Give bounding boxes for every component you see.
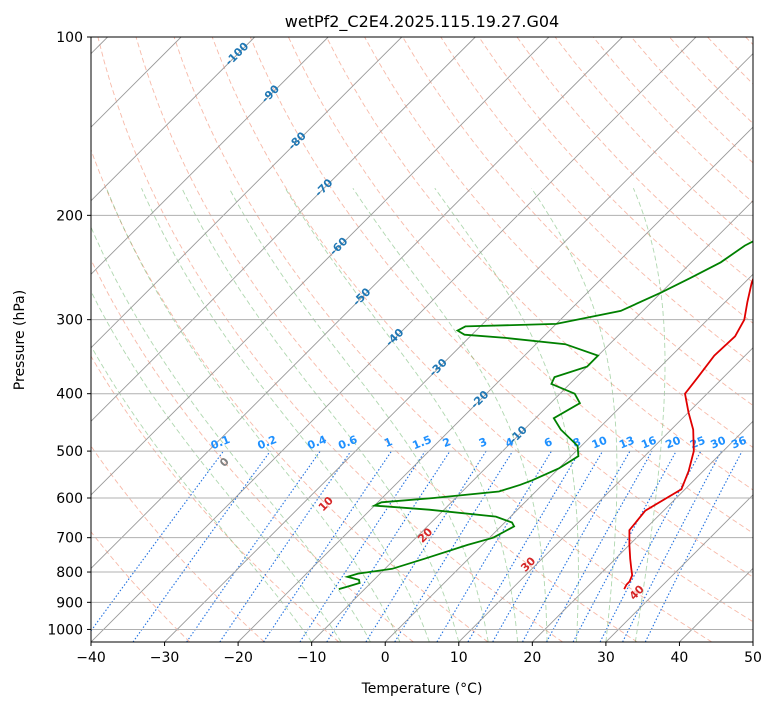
- isotherm-line: [91, 37, 476, 422]
- mixing-ratio-line: [365, 450, 487, 642]
- y-tick-label: 200: [56, 208, 83, 224]
- chart-title: wetPf2_C2E4.2025.115.19.27.G04: [285, 12, 559, 32]
- y-tick-label: 300: [56, 313, 83, 329]
- x-tick-label: −30: [150, 650, 180, 666]
- y-tick-label: 700: [56, 531, 83, 547]
- mixing-ratio-line: [546, 450, 653, 642]
- isotherm-line: [91, 37, 256, 202]
- x-tick-label: 50: [744, 650, 762, 666]
- isotherm-line: [164, 52, 753, 642]
- mixing-ratio-line: [326, 450, 451, 642]
- x-tick-label: 30: [597, 650, 615, 666]
- y-tick-label: 600: [56, 491, 83, 507]
- isotherm-line: [458, 347, 753, 642]
- isotherm-line: [91, 37, 697, 642]
- x-tick-label: −20: [223, 650, 253, 666]
- x-tick-label: 20: [523, 650, 541, 666]
- mixing-ratio-line: [186, 450, 321, 642]
- isotherm-line: [91, 37, 550, 496]
- isotherm-line: [237, 126, 753, 642]
- moist-adiabat-line: [105, 188, 401, 642]
- mixing-ratio-label: 3: [477, 435, 489, 450]
- moist-adiabat-line: [531, 187, 618, 642]
- mixing-ratio-label: 36: [729, 434, 748, 452]
- series-group: [338, 240, 753, 590]
- mixing-ratio-label: 13: [617, 434, 636, 452]
- mixing-ratio-label: 20: [664, 434, 683, 452]
- mixing-ratio-line: [644, 450, 743, 642]
- isotherm-line: [384, 273, 753, 642]
- dry-adiabat-line: [97, 37, 563, 642]
- isotherm-line: [752, 641, 753, 642]
- isotherm-line: [91, 37, 403, 349]
- y-axis-label: Pressure (hPa): [12, 290, 28, 390]
- moist-adiabat-line: [284, 187, 519, 642]
- dry-adiabat-line: [326, 37, 753, 491]
- mixing-ratio-line: [91, 450, 224, 632]
- y-tick-label: 1000: [47, 622, 83, 638]
- y-tick-label: 800: [56, 565, 83, 581]
- mixing-ratio-line: [263, 450, 392, 642]
- x-tick-label: −10: [297, 650, 327, 666]
- dry-adiabat-line: [135, 37, 638, 642]
- y-tick-label: 900: [56, 595, 83, 611]
- temperature-line: [623, 277, 753, 590]
- mixing-ratio-label: 10: [590, 434, 609, 452]
- plot-background: [91, 37, 753, 642]
- y-tick-label: 100: [56, 30, 83, 46]
- moist-adiabat-line: [91, 345, 313, 642]
- dry-adiabat-line: [91, 531, 191, 642]
- dewpoint-line: [338, 240, 753, 590]
- moist-adiabat-line: [91, 226, 371, 642]
- dry-adiabat-line: [211, 37, 753, 623]
- mixing-ratio-line: [622, 450, 722, 642]
- mixing-ratio-line: [522, 450, 631, 642]
- pressure-gridlines: [91, 37, 753, 630]
- plot-frame: [90, 36, 754, 643]
- x-axis-ticks: −40 −30 −20 −10 0 10 20 30 40 50: [76, 642, 762, 666]
- moist-adiabat-line: [352, 187, 548, 642]
- isotherm-line: [91, 37, 329, 275]
- mixing-ratio-line: [394, 450, 514, 642]
- isotherm-line: [311, 200, 753, 642]
- mixing-ratio-label: 1: [382, 435, 394, 450]
- mixing-ratio-line: [132, 450, 271, 642]
- y-axis-ticks: 100 200 300 400 500 600 700 800 900 1000: [47, 30, 91, 638]
- mixing-ratio-line: [219, 450, 352, 642]
- isotherm-line: [531, 420, 753, 642]
- dry-adiabat-line: [91, 355, 340, 642]
- y-tick-label: 400: [56, 387, 83, 403]
- dry-adiabat-line: [516, 37, 753, 284]
- mixing-ratio-label: 30: [709, 434, 728, 452]
- mixing-ratio-line: [299, 450, 426, 642]
- dry-adiabat-line: [249, 37, 753, 578]
- y-tick-label: 500: [56, 444, 83, 460]
- mixing-ratio-line: [436, 450, 552, 642]
- isotherm-line: [605, 494, 753, 642]
- moist-adiabat-line: [141, 188, 430, 642]
- x-tick-label: −40: [76, 650, 106, 666]
- mixing-ratio-label: 2: [441, 435, 453, 450]
- dry-adiabat-line: [91, 445, 265, 642]
- mixing-ratio-label: 8: [571, 435, 583, 450]
- mixing-ratio-line: [572, 450, 677, 642]
- x-tick-label: 40: [671, 650, 689, 666]
- dry-adiabat-line: [91, 148, 489, 642]
- moist-adiabat-line: [181, 188, 460, 642]
- dry-adiabat-line: [478, 37, 753, 324]
- mixing-ratio-label: 16: [639, 434, 658, 452]
- moist-adiabat-line: [228, 187, 489, 642]
- x-tick-label: 10: [450, 650, 468, 666]
- x-axis-label: Temperature (°C): [361, 681, 483, 697]
- mixing-ratio-line: [599, 450, 702, 642]
- dry-adiabat-line: [402, 37, 753, 407]
- isotherm-line: [91, 37, 623, 570]
- x-tick-label: 0: [381, 650, 390, 666]
